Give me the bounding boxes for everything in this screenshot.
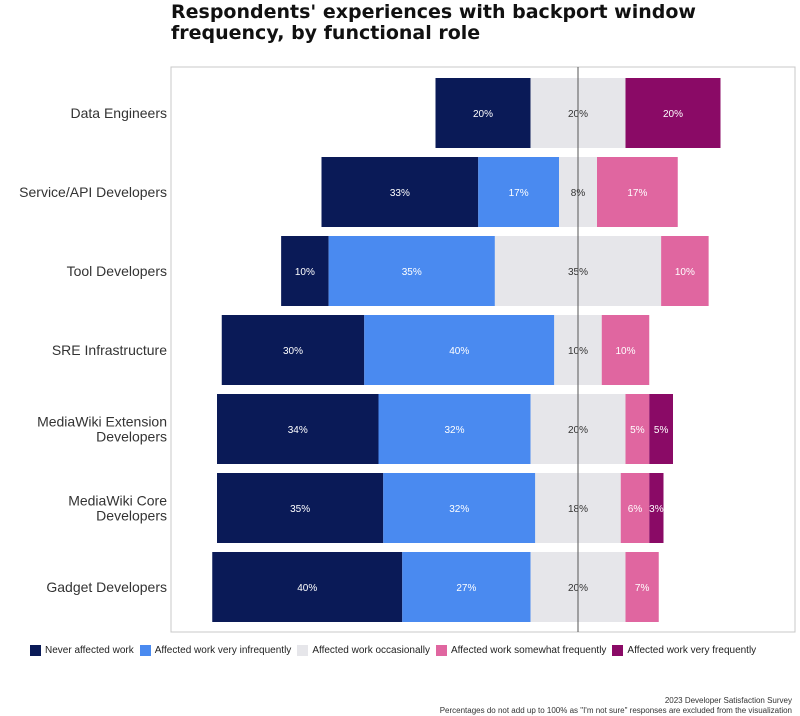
legend-label-very_infrequently: Affected work very infrequently xyxy=(154,645,292,656)
data-label-tool-developers-never: 10% xyxy=(295,267,315,278)
bar-mediawiki-core-developers-very_infrequently xyxy=(383,473,536,543)
bar-data-engineers-very_frequently xyxy=(625,78,721,148)
data-label-mediawiki-extension-developers-never: 34% xyxy=(288,425,308,436)
bar-gadget-developers-somewhat_frequently xyxy=(625,552,659,622)
bar-sre-infrastructure-never xyxy=(221,315,365,385)
bar-mediawiki-core-developers-very_frequently xyxy=(649,473,664,543)
data-label-gadget-developers-never: 40% xyxy=(297,583,317,594)
bar-tool-developers-very_infrequently xyxy=(328,236,495,306)
bar-mediawiki-extension-developers-never xyxy=(217,394,379,464)
bar-service-api-developers-very_infrequently xyxy=(478,157,559,227)
data-label-tool-developers-very_infrequently: 35% xyxy=(402,267,422,278)
footer-note: Percentages do not add up to 100% as "I'… xyxy=(439,706,792,715)
legend-item-never: Never affected work xyxy=(30,645,134,656)
data-label-sre-infrastructure-very_infrequently: 40% xyxy=(449,346,469,357)
data-label-mediawiki-core-developers-very_frequently: 3% xyxy=(649,504,664,515)
legend-swatch-never xyxy=(30,645,41,656)
data-label-mediawiki-core-developers-somewhat_frequently: 6% xyxy=(628,504,643,515)
legend-label-never: Never affected work xyxy=(45,645,134,656)
legend-swatch-very_frequently xyxy=(612,645,624,656)
legend-item-occasionally: Affected work occasionally xyxy=(297,645,430,656)
category-label-mediawiki-extension-developers-line-1: MediaWiki Extension xyxy=(37,414,167,430)
legend-item-somewhat_frequently: Affected work somewhat frequently xyxy=(435,645,607,656)
data-label-service-api-developers-somewhat_frequently: 17% xyxy=(627,188,647,199)
category-label-mediawiki-core-developers-line-2: Developers xyxy=(96,508,167,524)
legend-swatch-occasionally xyxy=(297,645,309,656)
legend-swatch-somewhat_frequently xyxy=(435,645,447,656)
legend-label-very_frequently: Affected work very frequently xyxy=(627,645,757,656)
category-label-tool-developers: Tool Developers xyxy=(67,263,167,279)
data-label-gadget-developers-somewhat_frequently: 7% xyxy=(635,583,650,594)
data-label-mediawiki-core-developers-never: 35% xyxy=(290,504,310,515)
category-label-mediawiki-core-developers-line-1: MediaWiki Core xyxy=(68,493,167,509)
data-label-mediawiki-extension-developers-very_frequently: 5% xyxy=(654,425,669,436)
bar-gadget-developers-very_infrequently xyxy=(402,552,531,622)
legend-item-very_frequently: Affected work very frequently xyxy=(612,645,756,656)
bar-sre-infrastructure-somewhat_frequently xyxy=(601,315,650,385)
legend: Never affected work Affected work very in… xyxy=(30,645,762,656)
legend-swatch-very_infrequently xyxy=(139,645,151,656)
bar-tool-developers-somewhat_frequently xyxy=(661,236,709,306)
category-labels: Data Engineers Service/API Developers Tool… xyxy=(19,105,167,595)
bar-mediawiki-extension-developers-very_infrequently xyxy=(378,394,531,464)
bar-data-engineers-never xyxy=(435,78,531,148)
data-label-gadget-developers-very_infrequently: 27% xyxy=(456,583,476,594)
footer-source: 2023 Developer Satisfaction Survey xyxy=(664,696,792,705)
bar-mediawiki-extension-developers-somewhat_frequently xyxy=(625,394,650,464)
data-label-data-engineers-never: 20% xyxy=(473,109,493,120)
bar-service-api-developers-never xyxy=(321,157,479,227)
data-label-sre-infrastructure-never: 30% xyxy=(283,346,303,357)
bar-mediawiki-core-developers-somewhat_frequently xyxy=(620,473,650,543)
data-label-mediawiki-extension-developers-very_infrequently: 32% xyxy=(444,425,464,436)
bar-tool-developers-never xyxy=(281,236,329,306)
legend-label-occasionally: Affected work occasionally xyxy=(312,645,430,656)
bar-service-api-developers-somewhat_frequently xyxy=(597,157,678,227)
bar-sre-infrastructure-very_infrequently xyxy=(364,315,555,385)
data-label-tool-developers-somewhat_frequently: 10% xyxy=(675,267,695,278)
bar-mediawiki-core-developers-never xyxy=(217,473,384,543)
data-label-service-api-developers-never: 33% xyxy=(390,188,410,199)
category-label-gadget-developers: Gadget Developers xyxy=(46,579,167,595)
legend-label-somewhat_frequently: Affected work somewhat frequently xyxy=(450,645,607,656)
chart-title: Respondents' experiences with backport w… xyxy=(171,1,696,44)
category-label-data-engineers: Data Engineers xyxy=(70,105,167,121)
category-label-mediawiki-extension-developers-line-2: Developers xyxy=(96,429,167,445)
data-label-service-api-developers-very_infrequently: 17% xyxy=(509,188,529,199)
legend-item-very_infrequently: Affected work very infrequently xyxy=(139,645,292,656)
data-label-data-engineers-very_frequently: 20% xyxy=(663,109,683,120)
data-label-sre-infrastructure-somewhat_frequently: 10% xyxy=(615,346,635,357)
data-label-mediawiki-extension-developers-somewhat_frequently: 5% xyxy=(630,425,645,436)
category-label-sre-infrastructure: SRE Infrastructure xyxy=(52,342,167,358)
bar-gadget-developers-never xyxy=(212,552,403,622)
bar-mediawiki-extension-developers-very_frequently xyxy=(649,394,673,464)
category-label-service-api-developers: Service/API Developers xyxy=(19,184,167,200)
data-label-mediawiki-core-developers-very_infrequently: 32% xyxy=(449,504,469,515)
diverging-bar-chart: 20% 20% 20%33% 17% 8% 17%10% 35% 35% 10%30% 40% 10… xyxy=(19,66,796,633)
